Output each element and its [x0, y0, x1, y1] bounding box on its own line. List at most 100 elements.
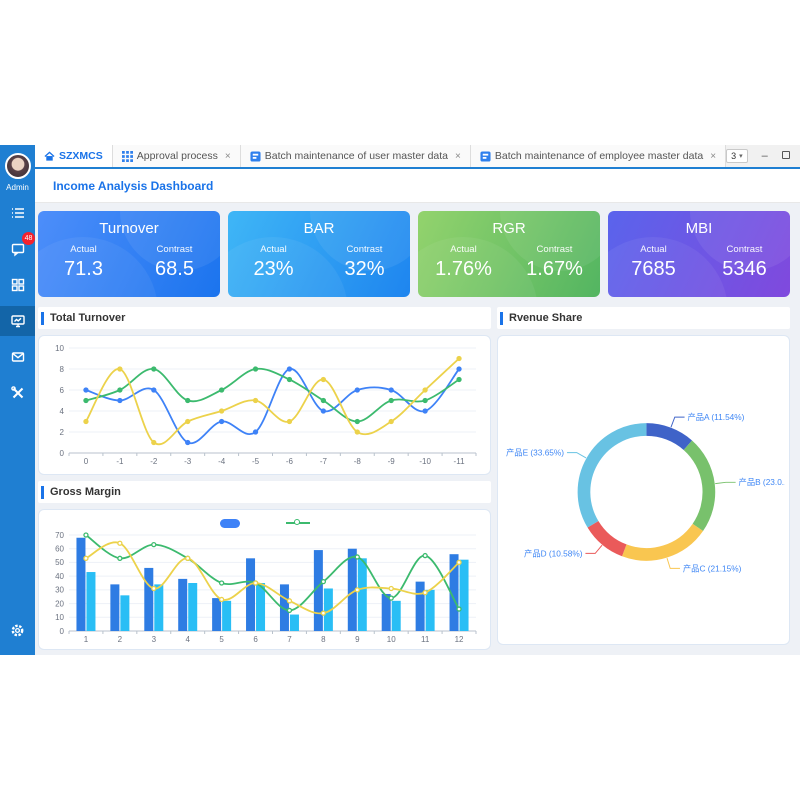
sidebar-item-tools[interactable]: [0, 378, 35, 408]
app-icon: [250, 150, 261, 162]
svg-text:0: 0: [84, 457, 89, 466]
tab-user-master-data[interactable]: Batch maintenance of user master data ×: [240, 145, 471, 167]
sidebar-item-messages[interactable]: 48: [0, 232, 35, 264]
svg-text:2: 2: [60, 428, 65, 437]
kpi-actual-label: Actual: [640, 244, 667, 255]
svg-text:8: 8: [321, 635, 326, 644]
svg-text:50: 50: [55, 558, 64, 567]
gear-icon: [11, 624, 24, 636]
series-green: [83, 366, 462, 425]
line-series-legend-swatch[interactable]: [285, 518, 310, 528]
app-icon: [480, 150, 491, 162]
svg-text:10: 10: [387, 635, 396, 644]
svg-text:3: 3: [152, 635, 157, 644]
kpi-contrast-label: Contrast: [156, 244, 193, 255]
kpi-title: Turnover: [99, 220, 159, 237]
kpi-card-turnover[interactable]: Turnover Actual 71.3 Contrast 68.5: [38, 211, 220, 297]
series-yellow: [83, 355, 462, 446]
revenue-share-chart-card[interactable]: 产品A (11.54%) 产品B (23.0... 产品C (21.15%) 产品D …: [497, 335, 790, 645]
revenue-share-header: Rvenue Share: [497, 307, 790, 329]
donut-slice[interactable]: [577, 423, 647, 528]
sidebar-item-settings[interactable]: [0, 615, 35, 645]
donut-label-leader: [566, 452, 587, 459]
tab-close-icon[interactable]: ×: [224, 150, 231, 162]
kpi-actual-label: Actual: [450, 244, 477, 255]
dashboard-content: Turnover Actual 71.3 Contrast 68.5 BAR Act…: [35, 203, 800, 655]
dashboard-grid-icon: [11, 278, 24, 292]
donut-slice[interactable]: [646, 423, 693, 451]
svg-text:11: 11: [421, 635, 430, 644]
tab-bar: SZXMCS Approval process × Batch maintena…: [35, 145, 800, 169]
total-turnover-chart-card[interactable]: 0 2 4 6 8 10 0 -1 -2 -3 -4 -5 -6 -7 -8 -9 -10 -11: [38, 335, 491, 475]
gross-margin-header: Gross Margin: [38, 481, 491, 503]
tab-approval-process[interactable]: Approval process ×: [112, 145, 241, 167]
panel-title: Total Turnover: [50, 312, 126, 324]
kpi-card-mbi[interactable]: MBI Actual 7685 Contrast 5346: [608, 211, 790, 297]
kpi-contrast-label: Contrast: [726, 244, 763, 255]
tab-count-dropdown[interactable]: 3 ▾: [726, 149, 748, 163]
donut-slice[interactable]: [622, 523, 704, 561]
donut-slice-label: 产品C (21.15%): [683, 563, 742, 573]
monitor-icon: [10, 315, 25, 328]
svg-text:40: 40: [55, 572, 64, 581]
breadcrumb-bar: Income Analysis Dashboard: [35, 169, 800, 203]
accent-bar: [500, 311, 503, 325]
tab-label: Batch maintenance of employee master dat…: [494, 150, 704, 162]
sidebar-item-menu[interactable]: [0, 198, 35, 228]
app-window: Admin 48: [0, 145, 800, 655]
bar-series-legend-swatch[interactable]: [219, 518, 240, 528]
tab-label: Approval process: [136, 150, 218, 162]
donut-label-leader: [585, 544, 603, 554]
total-turnover-header: Total Turnover: [38, 307, 491, 329]
total-turnover-line-chart: 0 2 4 6 8 10 0 -1 -2 -3 -4 -5 -6 -7 -8 -9 -10 -11: [55, 344, 477, 466]
donut-label-leader: [666, 557, 680, 569]
svg-text:10: 10: [55, 613, 64, 622]
left-chart-column: Total Turnover 0 2 4 6 8 10 0 -1 -2 -3 -4 -5 -6 -7 -8-…: [38, 307, 491, 650]
main-area: SZXMCS Approval process × Batch maintena…: [35, 145, 800, 655]
donut-slice[interactable]: [587, 520, 627, 557]
kpi-actual-label: Actual: [70, 244, 97, 255]
donut-slice-label: 产品B (23.0...: [739, 477, 785, 487]
svg-text:2: 2: [118, 635, 123, 644]
kpi-contrast-label: Contrast: [536, 244, 573, 255]
tab-close-icon[interactable]: ×: [710, 150, 717, 162]
tab-szxmcs[interactable]: SZXMCS: [35, 145, 113, 167]
minimize-button[interactable]: –: [761, 149, 768, 162]
donut-slice-label: 产品D (10.58%): [524, 548, 583, 558]
tab-employee-master-data[interactable]: Batch maintenance of employee master dat…: [470, 145, 727, 167]
avatar[interactable]: [4, 153, 31, 179]
kpi-actual-label: Actual: [260, 244, 287, 255]
svg-text:-2: -2: [150, 457, 158, 466]
kpi-row: Turnover Actual 71.3 Contrast 68.5 BAR Act…: [38, 211, 790, 297]
kpi-contrast-value: 1.67%: [526, 258, 583, 280]
kpi-title: BAR: [303, 220, 335, 237]
donut-label-leader: [670, 416, 685, 428]
sidebar-item-analysis-active[interactable]: [0, 306, 35, 336]
svg-text:30: 30: [55, 586, 64, 595]
tab-label: SZXMCS: [59, 150, 103, 162]
mail-icon: [11, 352, 24, 362]
bar-light-blue: [86, 558, 469, 631]
series-blue: [83, 366, 462, 446]
donut-slice[interactable]: [683, 440, 716, 532]
kpi-card-bar[interactable]: BAR Actual 23% Contrast 32%: [228, 211, 410, 297]
gross-margin-chart-card[interactable]: 0 10 20 30 40 50 60 70 1 2 3 4 5 6 7 8 9 10 11 12: [38, 509, 491, 650]
sidebar-item-mail[interactable]: [0, 342, 35, 372]
svg-text:-8: -8: [354, 457, 362, 466]
svg-text:9: 9: [355, 635, 360, 644]
svg-text:20: 20: [55, 599, 64, 608]
svg-text:10: 10: [55, 344, 64, 353]
svg-text:-7: -7: [320, 457, 328, 466]
svg-text:7: 7: [287, 635, 292, 644]
kpi-card-rgr[interactable]: RGR Actual 1.76% Contrast 1.67%: [418, 211, 600, 297]
donut-slice-label: 产品E (33.65%): [506, 448, 564, 458]
kpi-actual-value: 7685: [631, 258, 676, 280]
restore-button[interactable]: [781, 150, 790, 162]
svg-text:60: 60: [55, 545, 64, 554]
bar-dark-blue: [76, 537, 459, 631]
kpi-contrast-value: 68.5: [155, 258, 194, 280]
tab-close-icon[interactable]: ×: [455, 150, 461, 162]
sidebar-item-dashboard[interactable]: [0, 270, 35, 300]
svg-text:0: 0: [60, 449, 65, 458]
